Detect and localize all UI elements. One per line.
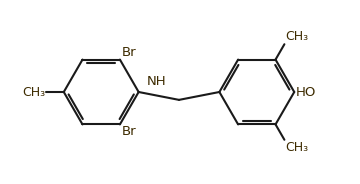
Text: CH₃: CH₃ [285,141,309,154]
Text: HO: HO [296,86,316,98]
Text: NH: NH [147,75,166,88]
Text: Br: Br [122,46,136,59]
Text: Br: Br [122,125,136,138]
Text: CH₃: CH₃ [285,30,309,43]
Text: CH₃: CH₃ [22,86,45,98]
